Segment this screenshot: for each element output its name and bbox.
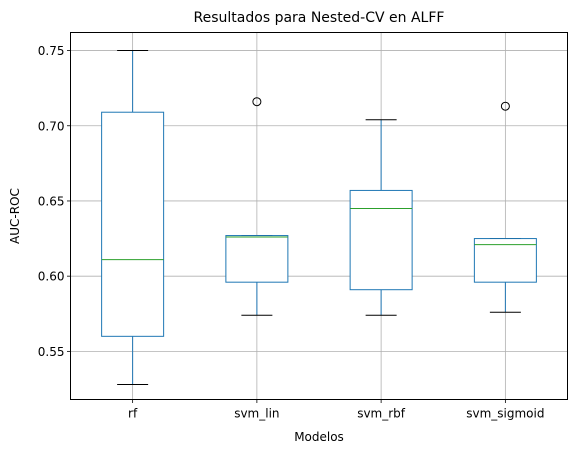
y-tick-label: 0.55: [38, 345, 65, 359]
box-svm_sigmoid: [473, 101, 537, 313]
iqr-box: [101, 111, 165, 337]
y-tick-label: 0.65: [38, 194, 65, 208]
axes: 0.55 0.60 0.65 0.70 0.75 rf svm_lin svm_rbf svm_…: [38, 44, 545, 420]
box-rf: [101, 50, 165, 385]
outlier-point: [252, 97, 262, 107]
x-tick-label: svm_sigmoid: [466, 407, 544, 421]
chart-title: Resultados para Nested-CV en ALFF: [194, 10, 445, 26]
x-tick-label: svm_lin: [234, 407, 279, 421]
iqr-box: [225, 235, 289, 283]
box-svm_rbf: [349, 119, 413, 316]
box-svm_lin: [225, 97, 289, 316]
x-axis-label: Modelos: [294, 430, 344, 444]
plot-frame: [70, 32, 568, 400]
y-tick-label: 0.60: [38, 270, 65, 284]
iqr-box: [473, 238, 537, 283]
iqr-box: [349, 189, 413, 291]
x-tick-label: svm_rbf: [357, 407, 406, 421]
y-tick-label: 0.70: [38, 119, 65, 133]
boxes: [101, 50, 537, 385]
y-tick-label: 0.75: [38, 44, 65, 58]
x-tick-label: rf: [128, 407, 138, 421]
y-axis-label: AUC-ROC: [8, 188, 22, 244]
outlier-point: [500, 101, 510, 111]
